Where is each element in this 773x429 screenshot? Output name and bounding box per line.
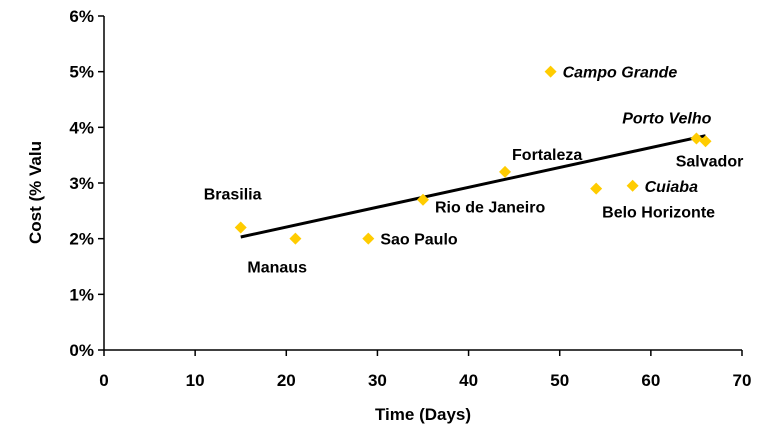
data-point-marker bbox=[690, 132, 703, 145]
y-tick-label: 5% bbox=[69, 63, 94, 82]
y-tick-label: 2% bbox=[69, 230, 94, 249]
trendline bbox=[240, 134, 706, 239]
data-point-marker bbox=[362, 232, 375, 245]
data-point-marker bbox=[499, 165, 512, 178]
x-tick-label: 10 bbox=[186, 371, 205, 390]
data-point-marker bbox=[590, 182, 603, 195]
point-label: Belo Horizonte bbox=[602, 205, 715, 222]
point-labels: Brasilia Manaus Sao Paulo Rio de Janeiro For… bbox=[204, 65, 744, 277]
y-tick-label: 3% bbox=[69, 174, 94, 193]
point-label: Salvador bbox=[676, 153, 744, 170]
point-label: Sao Paulo bbox=[380, 232, 458, 249]
x-tick-label: 40 bbox=[459, 371, 478, 390]
point-label: Campo Grande bbox=[563, 65, 678, 82]
y-tick-label: 1% bbox=[69, 285, 94, 304]
x-tick-label: 50 bbox=[550, 371, 569, 390]
x-tick-label: 70 bbox=[733, 371, 752, 390]
point-label: Manaus bbox=[247, 260, 307, 277]
data-point-marker bbox=[417, 193, 429, 206]
x-axis-title: Time (Days) bbox=[375, 405, 471, 424]
point-label: Rio de Janeiro bbox=[435, 200, 545, 217]
y-tick-label: 0% bbox=[69, 341, 94, 360]
data-point-marker bbox=[234, 221, 247, 234]
point-label: Brasilia bbox=[204, 187, 262, 204]
y-axis-title: Cost (% Valu bbox=[26, 141, 45, 244]
data-markers bbox=[234, 65, 712, 245]
axes bbox=[98, 15, 743, 356]
x-tick-label: 0 bbox=[99, 371, 108, 390]
y-tick-label: 4% bbox=[69, 118, 94, 137]
x-tick-label: 60 bbox=[641, 371, 660, 390]
data-point-marker bbox=[626, 179, 639, 192]
tick-labels: 0 10 20 30 40 50 60 70 0% 1% 2% 3% 4% 5% 6% bbox=[69, 7, 751, 390]
x-tick-label: 30 bbox=[368, 371, 387, 390]
data-point-marker bbox=[544, 65, 557, 78]
y-tick-label: 6% bbox=[69, 7, 94, 26]
data-point-marker bbox=[699, 135, 712, 148]
x-tick-label: 20 bbox=[277, 371, 296, 390]
point-label: Fortaleza bbox=[512, 147, 582, 164]
point-label: Cuiaba bbox=[645, 179, 698, 196]
point-label: Porto Velho bbox=[622, 110, 711, 127]
data-point-marker bbox=[289, 232, 302, 245]
